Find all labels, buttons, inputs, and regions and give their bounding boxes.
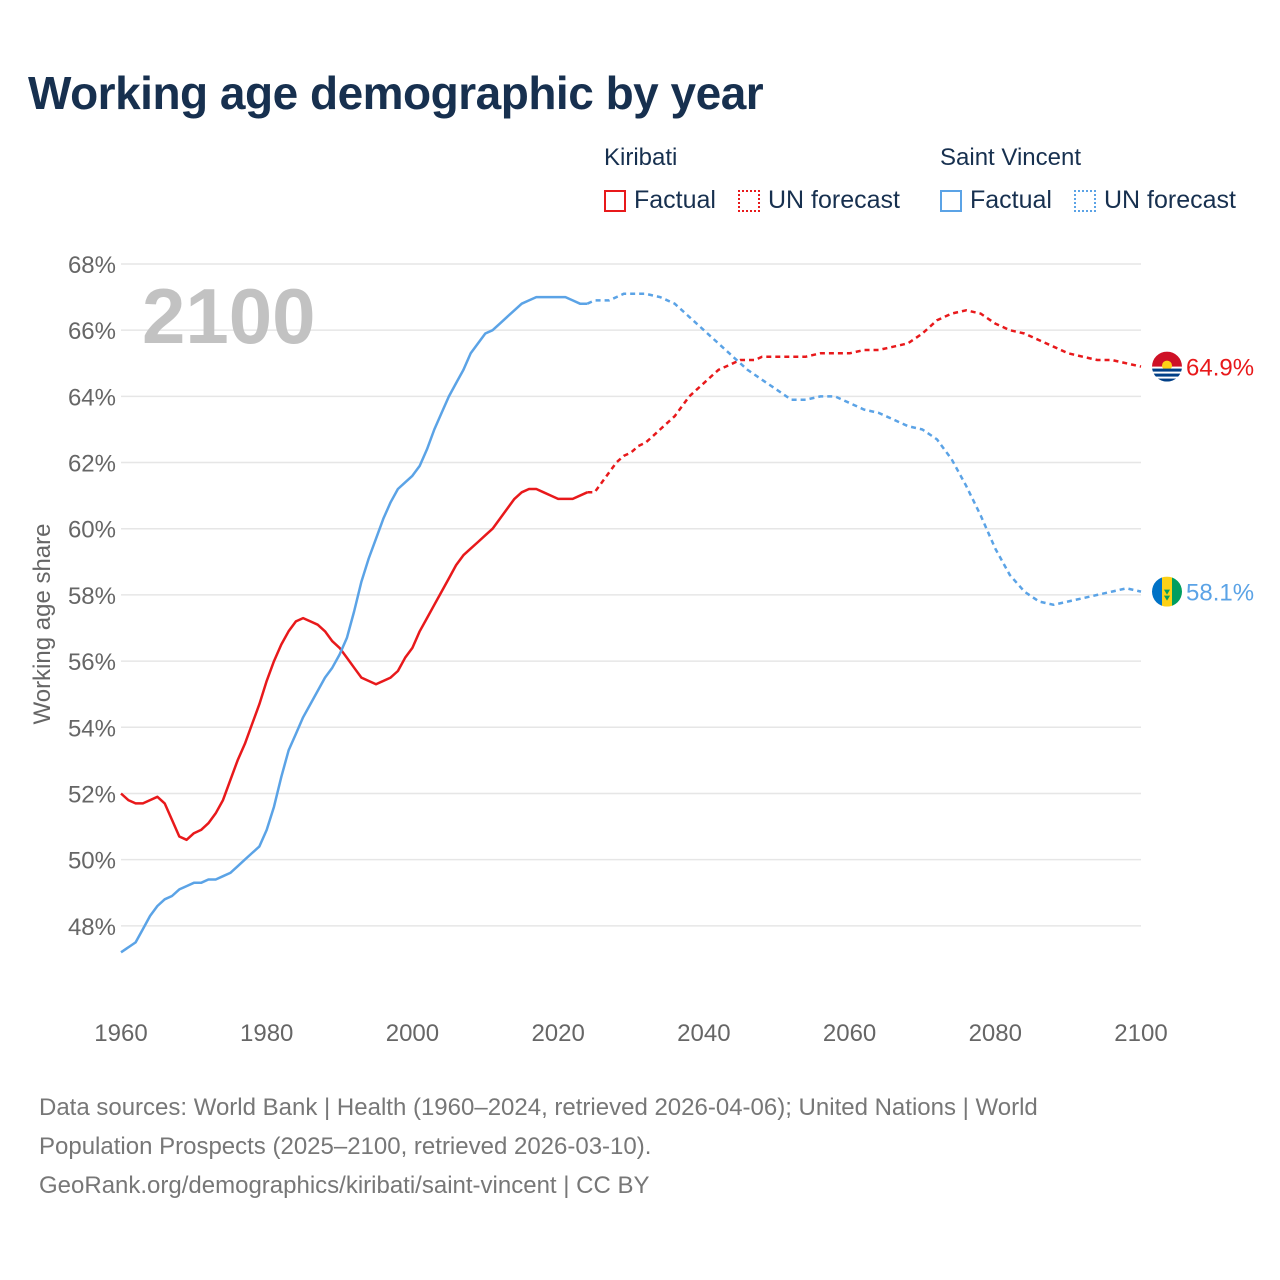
legend-dotted-swatch-icon <box>1074 189 1096 212</box>
legend-saint-vincent-forecast[interactable]: UN forecast <box>1074 186 1236 215</box>
series-lines <box>120 292 1142 954</box>
series-line-forecast[interactable] <box>586 292 1142 607</box>
series-line-forecast[interactable] <box>587 309 1142 494</box>
legend-label: Factual <box>634 186 716 214</box>
end-labels: 64.9% 58.1% <box>1152 351 1254 607</box>
y-tick-label: 48% <box>68 914 116 941</box>
year-watermark: 2100 <box>142 272 316 360</box>
y-tick-label: 58% <box>68 583 116 610</box>
y-tick-label: 66% <box>68 318 116 345</box>
legend-saint-vincent-factual[interactable]: Factual <box>940 186 1052 215</box>
x-tick-label: 2040 <box>677 1020 730 1047</box>
y-tick-label: 68% <box>68 252 116 279</box>
kiribati-flag-icon <box>1152 351 1182 382</box>
y-axis-label: Working age share <box>29 524 56 725</box>
saint-vincent-flag-icon <box>1152 576 1182 607</box>
y-tick-label: 62% <box>68 451 116 478</box>
x-tick-label: 2100 <box>1114 1020 1167 1047</box>
y-tick-label: 52% <box>68 781 116 808</box>
legend-label: UN forecast <box>1104 186 1236 214</box>
legend-title-saint-vincent: Saint Vincent <box>940 144 1081 171</box>
x-tick-label: 2080 <box>969 1020 1022 1047</box>
y-tick-label: 56% <box>68 649 116 676</box>
x-tick-label: 1980 <box>240 1020 293 1047</box>
footer-link[interactable]: GeoRank.org/demographics/kiribati/saint-… <box>39 1172 650 1199</box>
legend-solid-swatch-icon <box>604 189 626 212</box>
y-tick-label: 50% <box>68 848 116 875</box>
legend-title-kiribati: Kiribati <box>604 144 678 171</box>
x-tick-label: 2000 <box>386 1020 439 1047</box>
x-tick-label: 2020 <box>531 1020 584 1047</box>
line-chart: 2100 48% 50% 52% 54% 56% 58% 60% 62% 64% 66% 68% 1… <box>29 252 1254 1047</box>
legend-label: UN forecast <box>768 186 900 214</box>
x-tick-label: 1960 <box>94 1020 147 1047</box>
end-value-label: 58.1% <box>1186 580 1254 607</box>
grid-lines <box>121 263 1141 927</box>
series-line-factual[interactable] <box>120 295 588 954</box>
series-line-factual[interactable] <box>120 487 588 842</box>
legend-kiribati-forecast[interactable]: UN forecast <box>738 186 900 215</box>
y-tick-label: 60% <box>68 517 116 544</box>
legend-dotted-swatch-icon <box>738 189 760 212</box>
legend-label: Factual <box>970 186 1052 214</box>
legend-solid-swatch-icon <box>940 189 962 212</box>
y-tick-label: 64% <box>68 384 116 411</box>
x-tick-label: 2060 <box>823 1020 876 1047</box>
x-axis-ticks: 1960 1980 2000 2020 2040 2060 2080 2100 <box>94 1020 1167 1047</box>
footer-sources-line-2: Population Prospects (2025–2100, retriev… <box>39 1133 652 1160</box>
end-value-label: 64.9% <box>1186 355 1254 382</box>
chart-title: Working age demographic by year <box>28 67 764 119</box>
footer: Data sources: World Bank | Health (1960–… <box>39 1088 1239 1205</box>
y-axis-ticks: 48% 50% 52% 54% 56% 58% 60% 62% 64% 66% 68% <box>68 252 116 941</box>
legend-kiribati-factual[interactable]: Factual <box>604 186 716 215</box>
y-tick-label: 54% <box>68 715 116 742</box>
footer-sources-line-1: Data sources: World Bank | Health (1960–… <box>39 1094 1038 1121</box>
